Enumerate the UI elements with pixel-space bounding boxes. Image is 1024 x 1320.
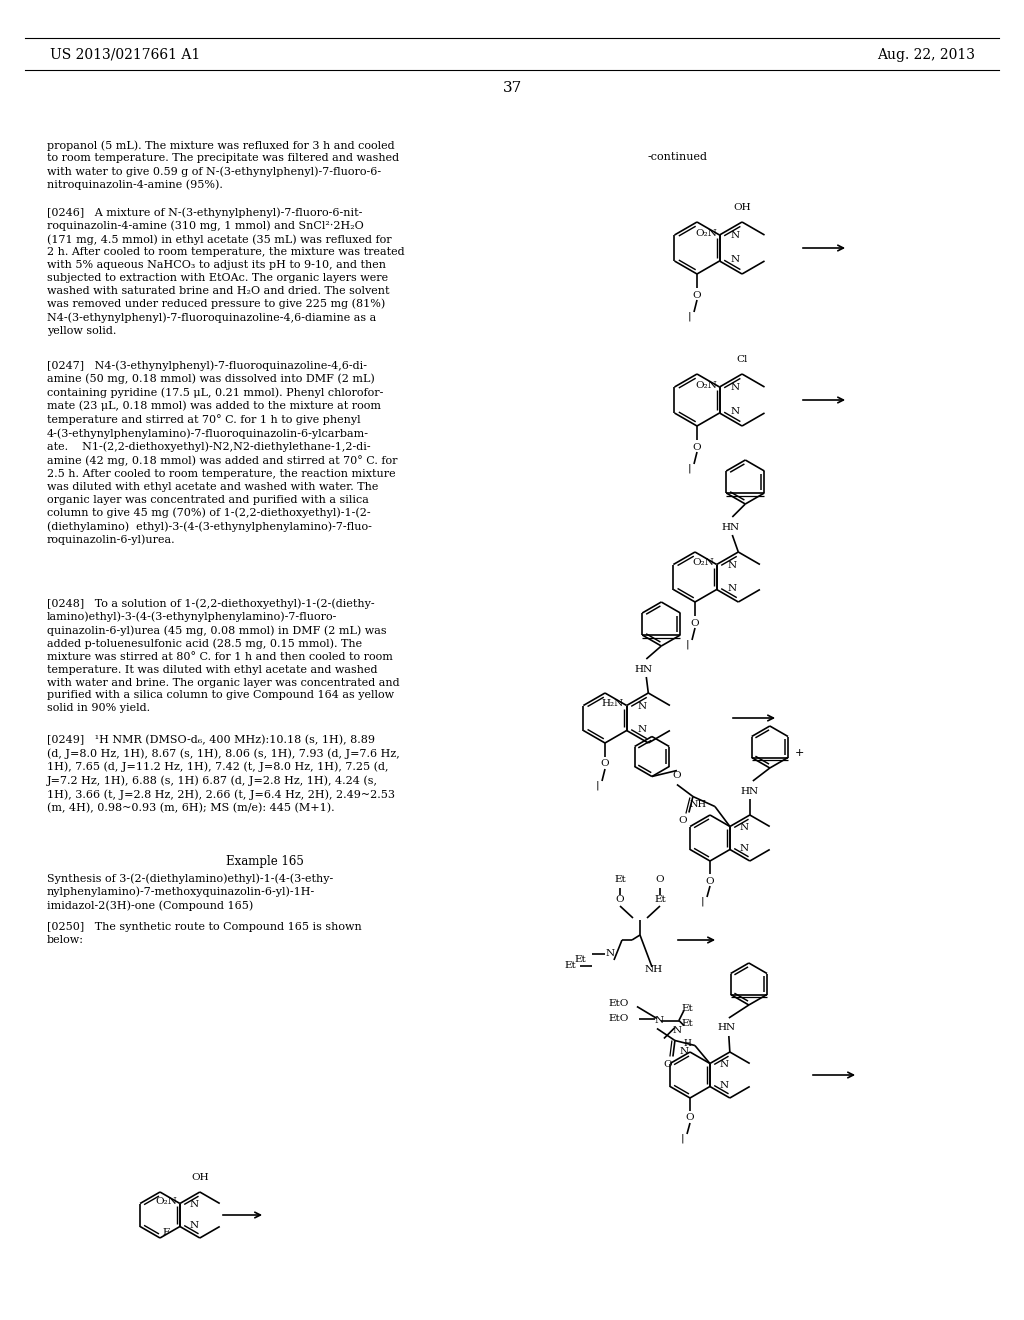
Text: N: N (673, 1026, 682, 1035)
Text: Et: Et (574, 956, 586, 965)
Text: EtO: EtO (608, 1014, 629, 1023)
Text: Et: Et (681, 1005, 693, 1012)
Text: N: N (730, 256, 739, 264)
Text: Aug. 22, 2013: Aug. 22, 2013 (877, 48, 975, 62)
Text: O: O (692, 442, 701, 451)
Text: O₂N: O₂N (695, 380, 718, 389)
Text: Et: Et (654, 895, 666, 904)
Text: NH: NH (645, 965, 664, 974)
Text: N: N (728, 561, 737, 570)
Text: O₂N: O₂N (695, 228, 718, 238)
Text: N: N (730, 231, 739, 240)
Text: O: O (664, 1060, 672, 1069)
Text: Example 165: Example 165 (226, 855, 304, 869)
Text: O₂N: O₂N (693, 558, 715, 568)
Text: NH: NH (690, 800, 707, 809)
Text: O: O (686, 1114, 694, 1122)
Text: N: N (730, 408, 739, 417)
Text: N: N (730, 384, 739, 392)
Text: US 2013/0217661 A1: US 2013/0217661 A1 (50, 48, 201, 62)
Text: N: N (720, 1081, 729, 1090)
Text: H: H (683, 1039, 691, 1048)
Text: N: N (189, 1221, 199, 1230)
Text: O: O (692, 290, 701, 300)
Text: O: O (679, 816, 687, 825)
Text: |: | (680, 1134, 684, 1143)
Text: +: + (795, 748, 804, 759)
Text: O: O (690, 619, 699, 627)
Text: N: N (720, 1060, 729, 1069)
Text: |: | (687, 463, 691, 473)
Text: [0249]   ¹H NMR (DMSO-d₆, 400 MHz):10.18 (s, 1H), 8.89
(d, J=8.0 Hz, 1H), 8.67 (: [0249] ¹H NMR (DMSO-d₆, 400 MHz):10.18 (… (47, 735, 399, 813)
Text: OH: OH (733, 203, 751, 213)
Text: |: | (595, 780, 599, 789)
Text: F: F (163, 1228, 170, 1237)
Text: O: O (655, 875, 665, 884)
Text: Cl: Cl (736, 355, 748, 364)
Text: N: N (740, 843, 749, 853)
Text: |: | (700, 896, 703, 906)
Text: N: N (680, 1047, 689, 1056)
Text: N: N (638, 725, 647, 734)
Text: OH: OH (191, 1173, 209, 1181)
Text: HN: HN (740, 787, 759, 796)
Text: Synthesis of 3-(2-(diethylamino)ethyl)-1-(4-(3-ethy-
nylphenylamino)-7-methoxyqu: Synthesis of 3-(2-(diethylamino)ethyl)-1… (47, 873, 333, 911)
Text: O₂N: O₂N (155, 1197, 177, 1206)
Text: [0250]   The synthetic route to Compound 165 is shown
below:: [0250] The synthetic route to Compound 1… (47, 921, 361, 945)
Text: -continued: -continued (648, 152, 708, 162)
Text: |: | (687, 312, 691, 321)
Text: [0246]   A mixture of N-(3-ethynylphenyl)-7-fluoro-6-nit-
roquinazolin-4-amine (: [0246] A mixture of N-(3-ethynylphenyl)-… (47, 207, 404, 335)
Text: propanol (5 mL). The mixture was refluxed for 3 h and cooled
to room temperature: propanol (5 mL). The mixture was refluxe… (47, 140, 399, 190)
Text: H₂N: H₂N (601, 700, 624, 708)
Text: Et: Et (614, 875, 626, 884)
Text: N: N (605, 949, 614, 958)
Text: Et: Et (681, 1019, 693, 1028)
Text: O: O (673, 771, 681, 780)
Text: N: N (740, 822, 749, 832)
Text: 37: 37 (503, 81, 521, 95)
Text: [0248]   To a solution of 1-(2,2-diethoxyethyl)-1-(2-(diethy-
lamino)ethyl)-3-(4: [0248] To a solution of 1-(2,2-diethoxye… (47, 598, 399, 713)
Text: |: | (685, 639, 689, 648)
Text: N: N (654, 1016, 664, 1026)
Text: HN: HN (721, 523, 739, 532)
Text: O: O (706, 876, 715, 886)
Text: [0247]   N4-(3-ethynylphenyl)-7-fluoroquinazoline-4,6-di-
amine (50 mg, 0.18 mmo: [0247] N4-(3-ethynylphenyl)-7-fluoroquin… (47, 360, 397, 545)
Text: N: N (189, 1200, 199, 1209)
Text: HN: HN (718, 1023, 736, 1032)
Text: Et: Et (564, 961, 575, 970)
Text: O: O (615, 895, 625, 904)
Text: EtO: EtO (608, 999, 629, 1008)
Text: O: O (601, 759, 609, 768)
Text: N: N (728, 583, 737, 593)
Text: N: N (638, 702, 647, 711)
Text: HN: HN (634, 664, 652, 673)
